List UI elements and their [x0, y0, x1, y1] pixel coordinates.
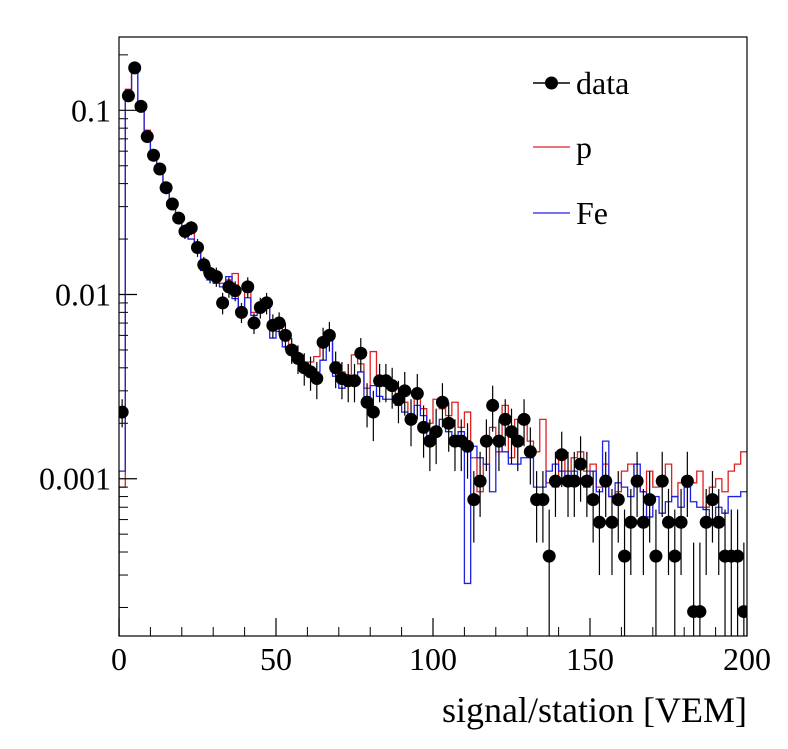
- data-point: [655, 474, 669, 488]
- data-point: [517, 412, 531, 426]
- data-point: [592, 515, 606, 529]
- legend: data p Fe: [533, 65, 629, 231]
- data-point: [461, 439, 475, 453]
- data-point: [599, 474, 613, 488]
- y-tick-label: 0.01: [55, 277, 111, 313]
- data-point: [228, 284, 242, 298]
- data-point: [630, 474, 644, 488]
- data-point: [191, 240, 204, 254]
- plot-area: [119, 61, 747, 636]
- data-point: [699, 515, 713, 529]
- data-point: [404, 412, 418, 426]
- axes: 0 50 100 150 200 0.1 0.01 0.001: [39, 54, 771, 677]
- data-point: [705, 493, 719, 507]
- data-point: [159, 181, 173, 195]
- data-point: [505, 425, 518, 439]
- x-tick-label: 50: [260, 641, 292, 677]
- data-point: [417, 420, 431, 434]
- data-point: [147, 148, 161, 162]
- legend-fe-label: Fe: [576, 195, 608, 231]
- data-point: [473, 474, 487, 488]
- x-tick-label: 150: [566, 641, 614, 677]
- data-point: [329, 361, 343, 375]
- data-point: [548, 474, 562, 488]
- data-point: [555, 448, 569, 462]
- data-point: [467, 493, 481, 507]
- data-point: [624, 515, 638, 529]
- data-point: [586, 493, 600, 507]
- legend-p-label: p: [576, 129, 592, 165]
- data-point: [523, 445, 537, 459]
- data-point: [398, 384, 412, 398]
- data-point: [121, 89, 135, 103]
- data-point: [272, 316, 286, 330]
- data-point: [574, 457, 588, 471]
- data-point: [128, 61, 142, 75]
- data-point: [234, 305, 248, 319]
- data-point: [693, 605, 707, 619]
- x-tick-label: 100: [409, 641, 457, 677]
- x-tick-label: 200: [723, 641, 771, 677]
- data-point: [680, 474, 694, 488]
- x-tick-label: 0: [111, 641, 127, 677]
- data-point: [649, 549, 663, 563]
- y-tick-label: 0.1: [71, 92, 111, 128]
- data-point: [737, 605, 747, 619]
- data-point: [731, 549, 745, 563]
- data-point: [492, 434, 506, 448]
- data-point: [291, 351, 305, 365]
- data-point: [580, 474, 594, 488]
- x-axis-label: signal/station [VEM]: [442, 690, 747, 730]
- data-point: [605, 515, 619, 529]
- data-point: [260, 296, 274, 310]
- data-point: [172, 211, 186, 225]
- data-point: [184, 221, 198, 235]
- y-tick-label: 0.001: [39, 461, 111, 497]
- data-point: [366, 405, 380, 419]
- data-point: [216, 296, 230, 310]
- data-point: [712, 515, 726, 529]
- legend-data-marker: [545, 76, 558, 90]
- data-point: [442, 416, 456, 430]
- data-point: [542, 549, 556, 563]
- data-point: [668, 549, 682, 563]
- data-point: [636, 515, 650, 529]
- data-point: [247, 316, 261, 330]
- data-point: [567, 474, 581, 488]
- data-point: [385, 379, 399, 393]
- data-point: [479, 434, 493, 448]
- data-point: [662, 515, 675, 529]
- data-point: [153, 162, 167, 176]
- data-point: [429, 425, 443, 439]
- data-point: [140, 130, 154, 144]
- data-point: [498, 412, 512, 426]
- data-point: [360, 395, 374, 409]
- data-point: [511, 434, 525, 448]
- data-point: [322, 328, 336, 342]
- data-point: [354, 346, 368, 360]
- data-point: [348, 374, 361, 388]
- data-point: [119, 405, 129, 419]
- data-point: [310, 371, 324, 385]
- data-point: [134, 99, 148, 113]
- data-point: [536, 493, 550, 507]
- data-point: [674, 515, 688, 529]
- plot-frame: [118, 36, 748, 637]
- data-point: [643, 493, 657, 507]
- data-point: [611, 493, 625, 507]
- data-point: [241, 280, 255, 294]
- data-point: [209, 270, 223, 284]
- data-point: [165, 197, 179, 211]
- data-point: [278, 328, 292, 342]
- data-point: [410, 387, 424, 401]
- legend-data-label: data: [576, 65, 629, 101]
- data-point: [486, 398, 500, 412]
- data-point: [435, 395, 449, 409]
- data-point: [618, 549, 632, 563]
- data-point: [423, 434, 437, 448]
